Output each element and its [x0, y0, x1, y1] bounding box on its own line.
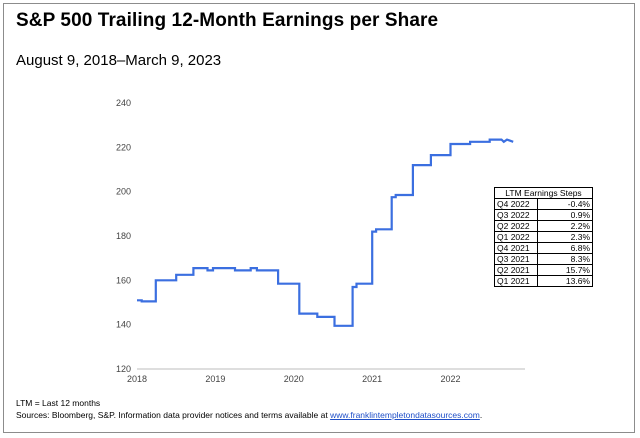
table-cell-quarter: Q2 2021: [494, 264, 538, 276]
table-body: Q4 2022 -0.4% Q3 2022 0.9% Q2 2022 2.2% Q1 202…: [494, 198, 593, 287]
table-cell-value: 15.7%: [537, 264, 593, 276]
table-cell-value: 0.9%: [537, 209, 593, 221]
sources-prefix: Sources: Bloomberg, S&P. Information dat…: [16, 410, 328, 420]
x-tick-label: 2018: [127, 374, 147, 384]
table-cell-value: 13.6%: [537, 275, 593, 287]
table-cell-value: 6.8%: [537, 242, 593, 254]
y-tick-label: 200: [116, 187, 131, 197]
y-tick-label: 220: [116, 142, 131, 152]
x-tick-label: 2020: [284, 374, 304, 384]
table-header: LTM Earnings Steps: [494, 187, 593, 199]
sources-suffix: .: [479, 410, 483, 420]
y-tick-label: 160: [116, 275, 131, 285]
table-row: Q1 2021 13.6%: [494, 275, 593, 287]
table-row: Q4 2021 6.8%: [494, 242, 593, 254]
table-cell-quarter: Q2 2022: [494, 220, 538, 232]
table-cell-quarter: Q4 2022: [494, 198, 538, 210]
table-cell-value: 2.3%: [537, 231, 593, 243]
y-tick-label: 140: [116, 320, 131, 330]
x-tick-label: 2019: [205, 374, 225, 384]
table-cell-value: 8.3%: [537, 253, 593, 265]
table-cell-value: 2.2%: [537, 220, 593, 232]
chart-title: S&P 500 Trailing 12-Month Earnings per S…: [16, 10, 439, 31]
y-tick-label: 180: [116, 231, 131, 241]
table-row: Q4 2022 -0.4%: [494, 198, 593, 210]
chart-subtitle: August 9, 2018–March 9, 2023: [16, 52, 222, 69]
table-row: Q3 2022 0.9%: [494, 209, 593, 221]
table-cell-quarter: Q3 2021: [494, 253, 538, 265]
table-header-row: LTM Earnings Steps: [494, 187, 593, 199]
table-cell-quarter: Q3 2022: [494, 209, 538, 221]
eps-series-line: [137, 138, 514, 327]
table-row: Q1 2022 2.3%: [494, 231, 593, 243]
table-row: Q3 2021 8.3%: [494, 253, 593, 265]
table-cell-quarter: Q4 2021: [494, 242, 538, 254]
x-axis-ticks: 2018 2019 2020 2021 2022: [127, 374, 461, 384]
table-cell-quarter: Q1 2022: [494, 231, 538, 243]
sources-line: Sources: Bloomberg, S&P. Information dat…: [16, 410, 482, 420]
table-row: Q2 2022 2.2%: [494, 220, 593, 232]
table-row: Q2 2021 15.7%: [494, 264, 593, 276]
table-cell-value: -0.4%: [537, 198, 593, 210]
x-tick-label: 2022: [441, 374, 461, 384]
y-tick-label: 240: [116, 98, 131, 108]
y-axis-ticks: 120 140 160 180 200 220 240: [116, 98, 131, 374]
footnote: LTM = Last 12 months: [16, 398, 101, 408]
sources-link[interactable]: www.franklintempletondatasources.com: [330, 410, 480, 420]
earnings-steps-table: LTM Earnings Steps Q4 2022 -0.4% Q3 2022 0.…: [494, 187, 593, 287]
y-tick-label: 120: [116, 364, 131, 374]
x-tick-label: 2021: [362, 374, 382, 384]
table-cell-quarter: Q1 2021: [494, 275, 538, 287]
